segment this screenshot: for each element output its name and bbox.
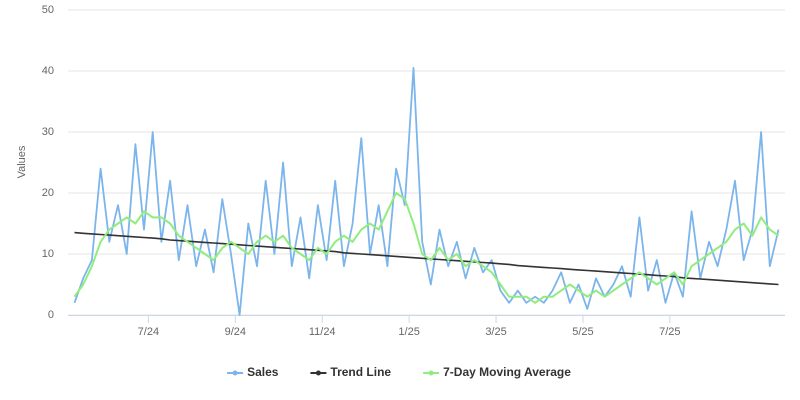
y-tick-label: 30 [42,126,54,138]
legend-label: Trend Line [330,365,391,379]
series-line [74,231,779,286]
series-line [73,67,780,316]
legend-marker [232,370,238,376]
x-tick-label: 5/25 [572,326,593,338]
legend-marker [428,370,434,376]
y-tick-label: 20 [42,187,54,199]
legend-label: Sales [247,365,279,379]
series-line [73,192,780,304]
x-tick-label: 1/25 [398,326,419,338]
y-tick-label: 40 [42,65,54,77]
legend-marker [315,370,321,376]
x-tick-label: 7/25 [659,326,680,338]
y-axis-label: Values [16,145,28,178]
y-tick-label: 50 [42,4,54,16]
x-tick-label: 11/24 [309,326,336,338]
x-tick-label: 3/25 [485,326,506,338]
y-tick-label: 10 [42,248,54,260]
x-tick-label: 7/24 [138,326,159,338]
y-tick-label: 0 [48,309,54,321]
x-tick-label: 9/24 [225,326,246,338]
legend-label: 7-Day Moving Average [443,365,571,379]
